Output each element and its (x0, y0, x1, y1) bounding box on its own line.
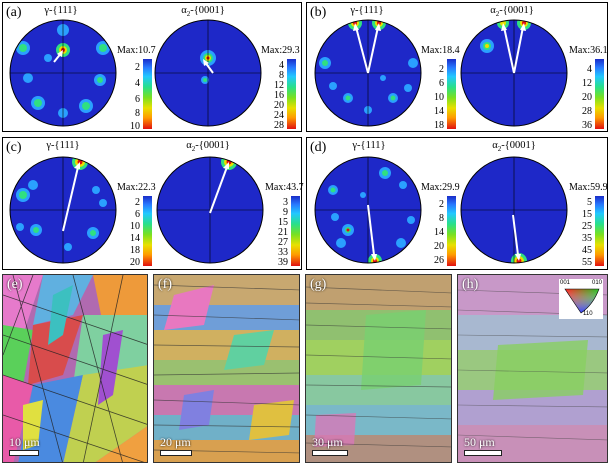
panel-letter: (h) (462, 277, 479, 292)
pole-figure-gamma (9, 156, 117, 264)
ipf-label-010: 010 (591, 280, 602, 286)
max-label-left: Max:29.9 (421, 182, 460, 193)
pole-figure-alpha2 (460, 156, 568, 264)
pf-title-alpha2: α2-{0001} (186, 140, 230, 154)
max-label-right: Max:36.1 (569, 45, 608, 56)
pole-figure-alpha2 (460, 19, 568, 127)
ebsd-map-g: (g) 30 μm (305, 274, 452, 463)
ebsd-grain-map (458, 275, 607, 462)
ebsd-grain-map (306, 275, 451, 462)
ebsd-map-f: (f) 20 μm (153, 274, 300, 463)
max-label-right: Max:29.3 (261, 45, 300, 56)
pole-figure-panel-c: (c) γ-{111} α2-{0001} Max:22.3 2 6 10 14… (2, 137, 304, 270)
pf-title-alpha2: α2-{0001} (490, 5, 534, 19)
scale-bar (160, 450, 192, 456)
ebsd-map-h: (h) 001 010 110 50 μm (457, 274, 608, 463)
panel-letter: (a) (6, 5, 22, 20)
panel-letter: (e) (7, 277, 23, 292)
pole-figure-gamma (9, 19, 117, 127)
pole-figure-alpha2 (156, 156, 264, 264)
scale-bar (312, 450, 348, 456)
max-label-right: Max:43.7 (265, 182, 304, 193)
pf-title-alpha2: α2-{0001} (181, 5, 225, 19)
ebsd-grain-map (3, 275, 147, 462)
panel-letter: (g) (310, 277, 327, 292)
ipf-label-001: 001 (560, 280, 571, 286)
pole-figure-gamma (314, 19, 422, 127)
panel-letter: (d) (310, 140, 327, 155)
max-label-left: Max:18.4 (421, 45, 460, 56)
pole-figure-alpha2 (154, 19, 262, 127)
ebsd-grain-map (154, 275, 299, 462)
max-label-left: Max:10.7 (117, 45, 156, 56)
scale-bar-label: 20 μm (160, 435, 191, 449)
pole-figure-panel-a: (a) γ-{111} α2-{0001} Max:10.7 2 4 6 8 1… (2, 2, 302, 132)
scale-bar-label: 30 μm (312, 435, 343, 449)
scale-bar-label: 10 μm (9, 435, 40, 449)
panel-letter: (f) (158, 277, 172, 292)
scale-bar-label: 50 μm (464, 435, 495, 449)
max-label-right: Max:59.9 (569, 182, 608, 193)
scale-bar (9, 450, 39, 456)
pf-title-gamma: γ-{111} (352, 140, 386, 151)
max-label-left: Max:22.3 (117, 182, 156, 193)
pf-title-gamma: γ-{111} (350, 5, 384, 16)
pf-title-gamma: γ-{111} (44, 5, 78, 16)
ipf-label-110: 110 (583, 311, 593, 317)
pole-figure-panel-b: (b) γ-{111} α2-{0001} Max:18.4 2 6 10 14… (306, 2, 608, 132)
pole-figure-gamma (314, 156, 422, 264)
pole-figure-panel-d: (d) γ-{111} α2-{0001} Max:29.9 2 8 14 20… (306, 137, 608, 270)
ipf-color-key: 001 010 110 (559, 279, 603, 319)
pf-title-gamma: γ-{111} (46, 140, 80, 151)
pf-title-alpha2: α2-{0001} (492, 140, 536, 154)
ebsd-map-e: (e) 10 μm (2, 274, 148, 463)
scale-bar (464, 450, 502, 456)
panel-letter: (c) (6, 140, 22, 155)
panel-letter: (b) (310, 5, 327, 20)
